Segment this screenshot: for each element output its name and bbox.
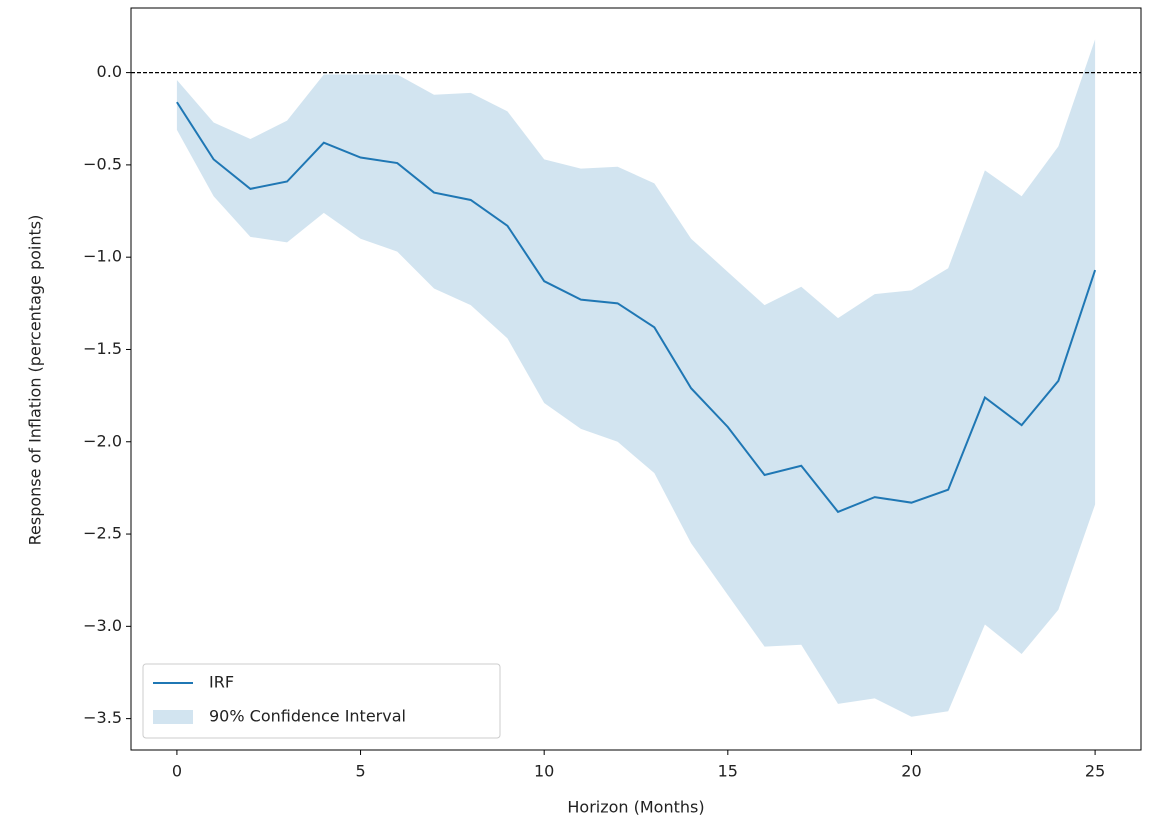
legend-box — [142, 663, 501, 739]
y-tick-label: −0.5 — [83, 154, 122, 173]
x-axis-label: Horizon (Months) — [567, 798, 704, 817]
x-tick-label: 15 — [718, 762, 738, 781]
y-tick-label: −3.0 — [83, 616, 122, 635]
y-tick-label: −2.5 — [83, 524, 122, 543]
x-tick-label: 25 — [1085, 762, 1105, 781]
confidence-band — [176, 39, 1096, 717]
y-tick-label: 0.0 — [97, 62, 122, 81]
x-tick-label: 0 — [172, 762, 182, 781]
legend-label: IRF — [209, 673, 234, 692]
irf-line — [176, 101, 1097, 514]
y-axis-label: Response of Inflation (percentage points… — [26, 215, 45, 546]
y-tick-label: −1.0 — [83, 247, 122, 266]
plot-frame — [130, 7, 1142, 751]
y-tick-label: −2.0 — [83, 431, 122, 450]
legend-label: 90% Confidence Interval — [209, 707, 406, 726]
y-tick-label: −1.5 — [83, 339, 122, 358]
legend-swatch — [153, 710, 193, 724]
x-tick-label: 20 — [901, 762, 921, 781]
y-tick-label: −3.5 — [83, 708, 122, 727]
x-tick-label: 5 — [355, 762, 365, 781]
x-tick-label: 10 — [534, 762, 554, 781]
legend: IRF 90% Confidence Interval — [142, 663, 501, 739]
